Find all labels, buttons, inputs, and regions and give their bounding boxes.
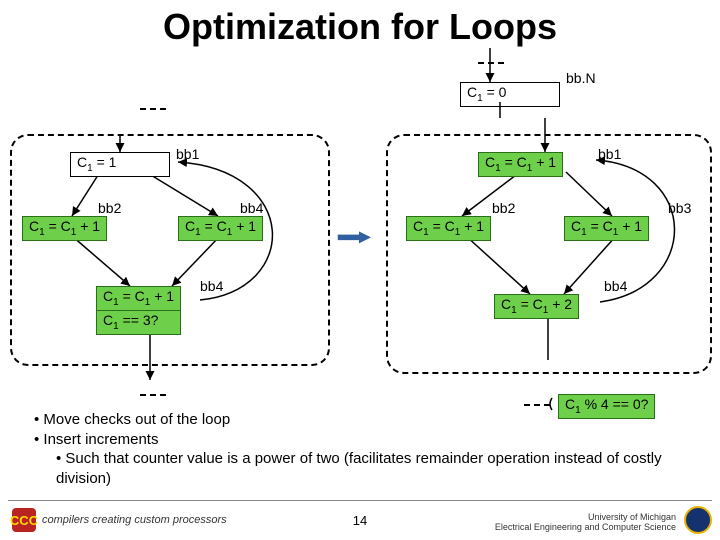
right-bb2-label: bb2: [492, 200, 515, 216]
logo-text: compilers creating custom processors: [42, 514, 227, 526]
dash-top-left: [140, 108, 166, 110]
page-number: 14: [353, 513, 367, 528]
footer-rule: [8, 500, 712, 501]
bullet-2: • Insert increments: [34, 430, 720, 450]
left-bb2-label: bb2: [98, 200, 121, 216]
right-bb4-node: C1 = C1 + 2: [494, 294, 579, 319]
university-seal-icon: [684, 506, 712, 534]
dash-top-right: [478, 62, 504, 64]
university-text: University of Michigan Electrical Engine…: [495, 512, 676, 532]
right-bb1-node: C1 = C1 + 1: [478, 152, 563, 177]
dash-right-exit: [524, 404, 550, 406]
transform-arrow-icon: ➡: [336, 224, 371, 249]
left-bb4b-node: C1 = C1 + 1 C1 == 3?: [96, 286, 181, 335]
dash-left-exit: [140, 394, 166, 396]
bullet-3: • Such that counter value is a power of …: [56, 449, 720, 488]
left-bb1-node: C1 = 1: [70, 152, 170, 177]
label-bbN: bb.N: [566, 70, 596, 86]
left-bb4b-label: bb4: [200, 278, 223, 294]
logo-mark-icon: CCC: [12, 508, 36, 532]
footer: CCC compilers creating custom processors…: [0, 500, 720, 536]
page-title: Optimization for Loops: [0, 0, 720, 48]
left-bb1-label: bb1: [176, 146, 199, 162]
node-bbN: C1 = 0: [460, 82, 560, 107]
footer-logo: CCC compilers creating custom processors: [12, 508, 227, 532]
right-bb3-node: C1 = C1 + 1: [564, 216, 649, 241]
bullets-block: • Move checks out of the loop • Insert i…: [34, 410, 720, 488]
left-bb4a-label: bb4: [240, 200, 263, 216]
left-bb4a-node: C1 = C1 + 1: [178, 216, 263, 241]
right-bb4-label: bb4: [604, 278, 627, 294]
bbN-c1: C: [467, 84, 477, 100]
right-bb3-label: bb3: [668, 200, 691, 216]
bullet-1: • Move checks out of the loop: [34, 410, 720, 430]
right-bb2-node: C1 = C1 + 1: [406, 216, 491, 241]
left-bb2-node: C1 = C1 + 1: [22, 216, 107, 241]
right-bb1-label: bb1: [598, 146, 621, 162]
